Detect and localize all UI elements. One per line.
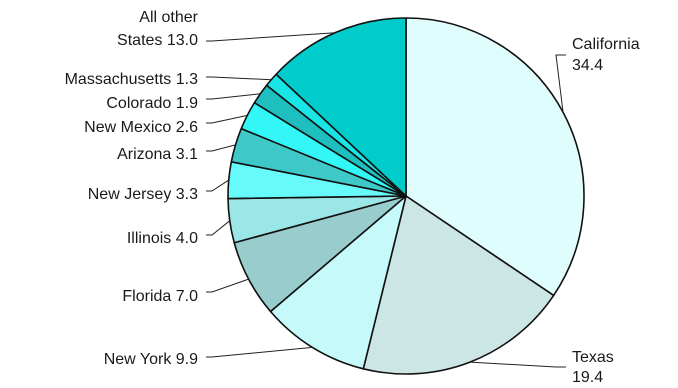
leader-line <box>206 114 248 124</box>
leader-line <box>206 346 313 358</box>
pie-slice-new-york <box>269 195 407 370</box>
slice-label-line: Massachusetts 1.3 <box>65 71 199 88</box>
slice-label-line: Florida 7.0 <box>122 288 198 305</box>
slice-label-line: 34.4 <box>572 57 603 74</box>
slice-label-line: Colorado 1.9 <box>106 95 198 112</box>
slice-label-line: Texas <box>572 349 614 366</box>
slice-label-line: California <box>572 36 640 53</box>
slice-label-line: New York 9.9 <box>104 351 198 368</box>
slice-label: New Mexico 2.6 <box>84 119 198 136</box>
leader-line <box>206 32 336 42</box>
slice-label-line: New Mexico 2.6 <box>84 119 198 136</box>
pie-slice-all-other-states <box>275 17 407 197</box>
leader-line <box>206 220 231 236</box>
leader-line <box>469 361 566 368</box>
slice-label: Illinois 4.0 <box>127 230 198 247</box>
slice-label: New York 9.9 <box>104 351 198 368</box>
slice-labels: California 34.4 Texas 19.4 New York 9.9 Flori… <box>65 9 640 386</box>
leader-line <box>206 179 229 192</box>
slice-label: California 34.4 <box>572 36 640 74</box>
slice-label-line: States 13.0 <box>117 32 198 49</box>
leader-lines <box>206 32 566 368</box>
leader-line <box>206 93 261 100</box>
slice-label-line: New Jersey 3.3 <box>88 186 198 203</box>
leader-line <box>206 278 249 293</box>
slice-label: All other States 13.0 <box>117 9 199 49</box>
pie-slice-california <box>405 17 585 297</box>
leader-line <box>206 76 272 81</box>
slice-label: Colorado 1.9 <box>106 95 198 112</box>
slice-label: Florida 7.0 <box>122 288 198 305</box>
slice-label: New Jersey 3.3 <box>88 186 198 203</box>
pie-slices <box>227 17 585 375</box>
slice-label-line: Arizona 3.1 <box>117 146 198 163</box>
slice-label: Massachusetts 1.3 <box>65 71 199 88</box>
slice-label-line: Illinois 4.0 <box>127 230 198 247</box>
leader-line <box>206 144 236 152</box>
slice-label-line: 19.4 <box>572 369 603 386</box>
slice-label: Texas 19.4 <box>572 349 614 386</box>
slice-label-line: All other <box>139 9 198 26</box>
slice-label: Arizona 3.1 <box>117 146 198 163</box>
leader-line <box>555 54 566 113</box>
